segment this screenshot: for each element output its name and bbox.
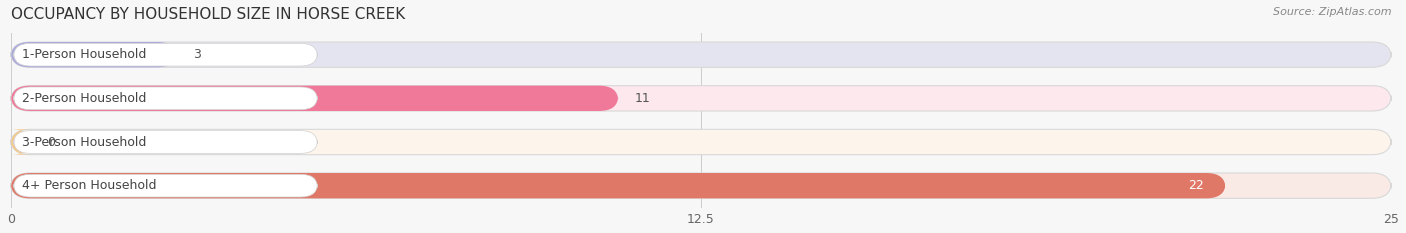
FancyBboxPatch shape [11,129,1391,155]
FancyBboxPatch shape [11,129,31,155]
Text: 4+ Person Household: 4+ Person Household [22,179,156,192]
Text: 22: 22 [1188,179,1204,192]
Text: Source: ZipAtlas.com: Source: ZipAtlas.com [1274,7,1392,17]
FancyBboxPatch shape [11,42,177,67]
FancyBboxPatch shape [11,86,619,111]
FancyBboxPatch shape [14,43,318,66]
FancyBboxPatch shape [11,173,1226,198]
Text: 0: 0 [46,136,55,148]
Text: 1-Person Household: 1-Person Household [22,48,146,61]
Text: OCCUPANCY BY HOUSEHOLD SIZE IN HORSE CREEK: OCCUPANCY BY HOUSEHOLD SIZE IN HORSE CRE… [11,7,405,22]
FancyBboxPatch shape [11,42,1391,67]
FancyBboxPatch shape [14,131,318,153]
Text: 3-Person Household: 3-Person Household [22,136,146,148]
FancyBboxPatch shape [11,86,1391,111]
Text: 11: 11 [634,92,651,105]
FancyBboxPatch shape [14,174,318,197]
FancyBboxPatch shape [14,87,318,110]
Text: 2-Person Household: 2-Person Household [22,92,146,105]
FancyBboxPatch shape [11,173,1391,198]
Text: 3: 3 [193,48,201,61]
